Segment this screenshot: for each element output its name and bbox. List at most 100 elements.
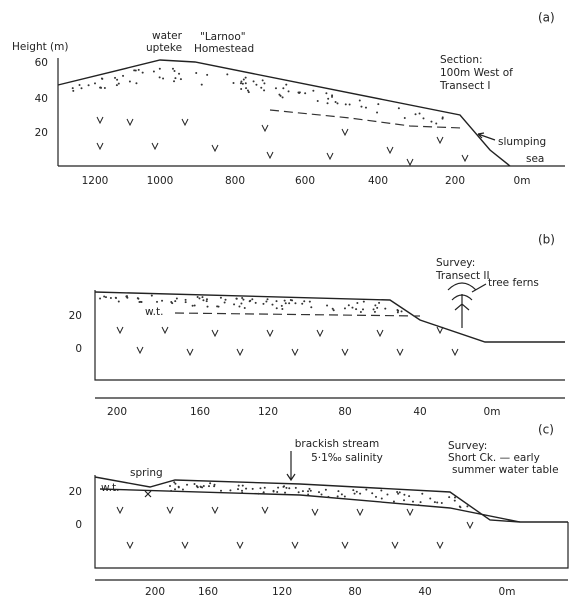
vegetation-symbol [292, 542, 298, 548]
stipple-dot [240, 88, 242, 90]
stipple-dot [384, 308, 386, 310]
stipple-dot [448, 496, 450, 498]
stipple-dot [197, 296, 199, 298]
panel-c: (c) 20 0 200 160 120 80 40 0m brackish s… [69, 423, 568, 599]
stipple-dot [429, 497, 431, 499]
stipple-dot [118, 83, 120, 85]
stipple-dot [242, 299, 244, 301]
panel-label: (c) [538, 423, 554, 437]
annotation: 5·1‰ salinity [311, 452, 383, 464]
stipple-dot [197, 486, 199, 488]
stipple-dot [301, 303, 303, 305]
stipple-dot [194, 483, 196, 485]
stipple-dot [122, 75, 124, 77]
stipple-dot [376, 112, 378, 114]
stipple-dot [284, 492, 286, 494]
stipple-dot [363, 301, 365, 303]
stipple-dot [373, 308, 375, 310]
stipple-dot [238, 485, 240, 487]
stipple-dot [310, 306, 312, 308]
stipple-dot [153, 71, 155, 73]
stipple-dot [99, 87, 101, 89]
vegetation-symbol [342, 349, 348, 355]
stipple-dot [251, 298, 253, 300]
spring-mark [145, 491, 151, 497]
y-tick-label: 40 [35, 93, 48, 105]
stipple-dot [170, 301, 172, 303]
stipple-dot [178, 73, 180, 75]
stipple-dot [408, 495, 410, 497]
stipple-dot [380, 490, 382, 492]
stipple-dot [312, 90, 314, 92]
stipple-dot [294, 302, 296, 304]
annotation: tree ferns [488, 277, 539, 289]
stipple-dot [162, 78, 164, 80]
stipple-dot [220, 297, 222, 299]
stipple-dot [326, 304, 328, 306]
annotation: Transect I [439, 80, 491, 92]
stipple-dot [359, 493, 361, 495]
vegetation-symbol [117, 507, 123, 513]
stipple-dot [327, 98, 329, 100]
arrow [287, 451, 295, 480]
stipple-dot [403, 494, 405, 496]
vegetation-symbol [357, 509, 363, 515]
stipple-dot [442, 118, 444, 120]
vegetation-symbol [467, 522, 473, 528]
stipple-dot [72, 87, 74, 89]
stipple-dot [419, 113, 421, 115]
stipple-dot [206, 74, 208, 76]
stipple-dot [275, 87, 277, 89]
stipple-dot [354, 493, 356, 495]
stipple-dot [466, 505, 468, 507]
stipple-dot [374, 311, 376, 313]
stipple-dot [356, 302, 358, 304]
stipple-dot [459, 506, 461, 508]
stipple-dot [418, 504, 420, 506]
stipple-dot [282, 87, 284, 89]
stipple-dot [263, 89, 265, 91]
stipple-dot [267, 298, 269, 300]
stipple-dot [335, 101, 337, 103]
vegetation-symbol [437, 327, 443, 333]
y-tick-label: 0 [75, 343, 82, 355]
stipple-dot [214, 484, 216, 486]
stipple-dot [137, 297, 139, 299]
x-tick-label: 1000 [147, 175, 174, 187]
vegetation-symbol [342, 129, 348, 135]
stipple-dot [242, 485, 244, 487]
stipple-dot [245, 488, 247, 490]
stipple-dot [263, 82, 265, 84]
stipple-dot [344, 307, 346, 309]
water-table [270, 110, 462, 128]
annotation: 100m West of [440, 67, 513, 79]
stipple-dot [94, 82, 96, 84]
vegetation-symbol [212, 507, 218, 513]
vegetation-symbol [437, 137, 443, 143]
stipple-dot [103, 295, 105, 297]
stipple-dot [182, 489, 184, 491]
stipple-dot [195, 72, 197, 74]
stipple-dot [207, 306, 209, 308]
stipple-dot [374, 304, 376, 306]
stipple-dot [290, 299, 292, 301]
stipple-dot [365, 107, 367, 109]
stipple-dot [454, 500, 456, 502]
stipple-dot [333, 309, 335, 311]
stipple-dot [420, 501, 422, 503]
vegetation-symbol [127, 542, 133, 548]
vegetation-symbol [262, 507, 268, 513]
y-tick-label: 20 [69, 486, 82, 498]
stipple-dot [298, 491, 300, 493]
stipple-dot [72, 90, 74, 92]
stipple-dot [375, 496, 377, 498]
vegetation-symbol [437, 542, 443, 548]
stipple-dot [276, 307, 278, 309]
stipple-dot [248, 91, 250, 93]
stipple-dot [245, 82, 247, 84]
stipple-dot [257, 493, 259, 495]
vegetation-symbol [312, 509, 318, 515]
stipple-dot [352, 489, 354, 491]
stipple-dot [241, 492, 243, 494]
stipple-dot [105, 296, 107, 298]
